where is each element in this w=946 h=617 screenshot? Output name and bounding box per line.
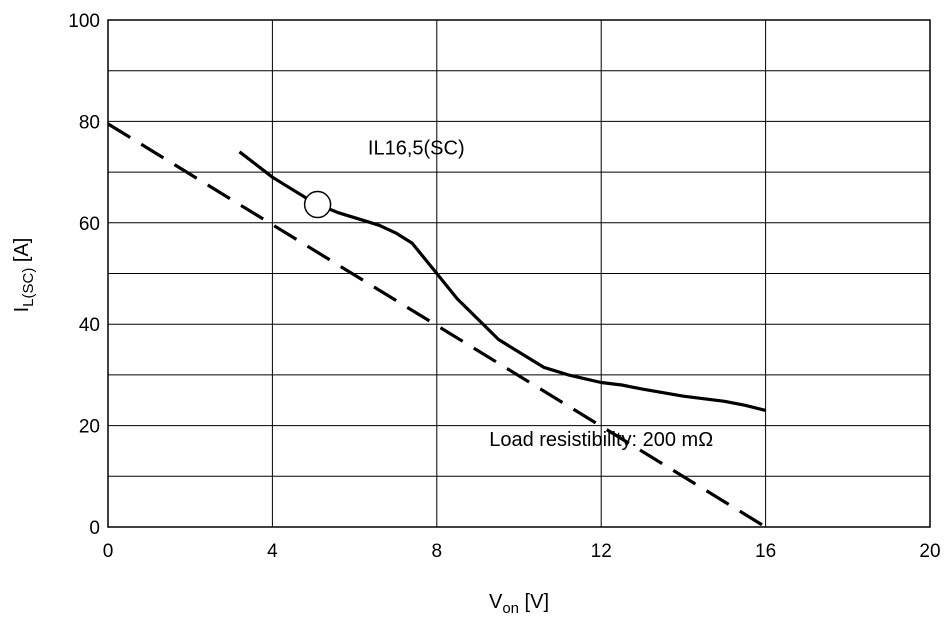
y-tick-label: 20: [79, 417, 100, 438]
y-tick-label: 100: [68, 11, 100, 32]
x-tick-label: 8: [432, 541, 443, 562]
marker-layer: [303, 190, 332, 219]
x-tick-labels: 0 4 8 12 16 20: [103, 541, 941, 562]
x-axis-label: Von [V]: [489, 591, 549, 617]
grid: [107, 19, 931, 528]
load-resistance-label: Load resistibility: 200 mΩ: [489, 429, 713, 451]
x-tick-label: 0: [103, 541, 114, 562]
load-line-series: [107, 122, 767, 529]
y-tick-label: 80: [79, 112, 100, 133]
current-curve-series: [238, 150, 766, 412]
annotations-group: IL16,5(SC) Load resistibility: 200 mΩ: [368, 137, 713, 451]
plot-frame: [107, 19, 931, 528]
x-tick-label: 20: [919, 541, 940, 562]
y-tick-label: 40: [79, 315, 100, 336]
curve-label: IL16,5(SC): [368, 137, 465, 159]
curve-marker: [303, 190, 332, 219]
x-tick-label: 12: [591, 541, 612, 562]
y-tick-labels: 0 20 40 60 80 100: [68, 11, 100, 539]
y-axis-label: IL(SC) [A]: [11, 238, 37, 313]
y-tick-label: 0: [89, 518, 100, 539]
x-tick-label: 16: [755, 541, 776, 562]
y-tick-label: 60: [79, 214, 100, 235]
x-tick-label: 4: [267, 541, 278, 562]
